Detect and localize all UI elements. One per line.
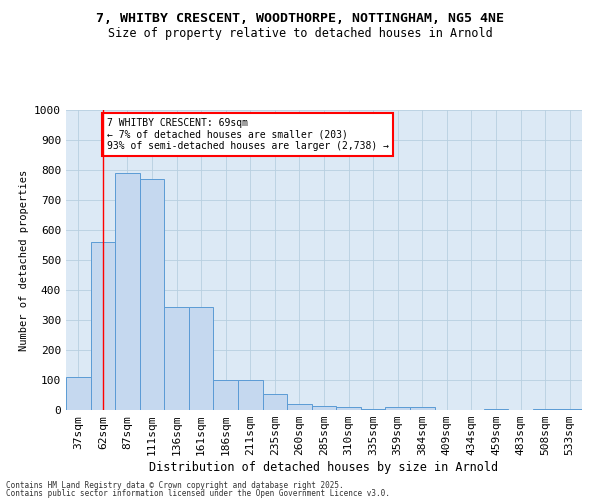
Bar (410, 407, 434, 410)
Text: 7, WHITBY CRESCENT, WOODTHORPE, NOTTINGHAM, NG5 4NE: 7, WHITBY CRESCENT, WOODTHORPE, NOTTINGH… (96, 12, 504, 26)
Bar (91, 242, 115, 410)
Bar (115, 173, 140, 410)
Bar (66, 377, 91, 410)
Bar (238, 380, 263, 410)
Bar (385, 407, 410, 410)
Bar (533, 408, 557, 410)
Bar (287, 404, 312, 410)
Text: 7 WHITBY CRESCENT: 69sqm
← 7% of detached houses are smaller (203)
93% of semi-d: 7 WHITBY CRESCENT: 69sqm ← 7% of detache… (107, 118, 389, 150)
X-axis label: Distribution of detached houses by size in Arnold: Distribution of detached houses by size … (149, 461, 499, 474)
Bar (140, 179, 164, 410)
Bar (484, 408, 508, 410)
Bar (164, 306, 189, 410)
Bar (263, 394, 287, 410)
Bar (312, 406, 336, 410)
Text: Size of property relative to detached houses in Arnold: Size of property relative to detached ho… (107, 28, 493, 40)
Text: Contains public sector information licensed under the Open Government Licence v3: Contains public sector information licen… (6, 489, 390, 498)
Bar (557, 408, 582, 410)
Bar (336, 407, 361, 410)
Bar (189, 306, 214, 410)
Bar (214, 380, 238, 410)
Text: Contains HM Land Registry data © Crown copyright and database right 2025.: Contains HM Land Registry data © Crown c… (6, 480, 344, 490)
Bar (361, 408, 385, 410)
Y-axis label: Number of detached properties: Number of detached properties (19, 170, 29, 350)
